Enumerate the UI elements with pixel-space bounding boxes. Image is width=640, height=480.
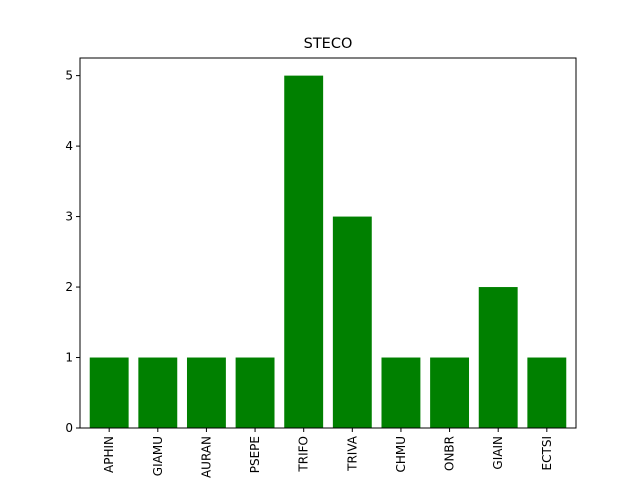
x-tick-label: APHIN xyxy=(102,436,116,473)
y-tick-label: 4 xyxy=(65,139,73,153)
x-tick-label: GIAMU xyxy=(151,436,165,476)
y-tick-label: 2 xyxy=(65,280,73,294)
y-axis: 0 1 2 3 4 5 xyxy=(65,69,80,435)
bar xyxy=(138,357,178,428)
x-tick-label: ONBR xyxy=(443,436,457,471)
bar xyxy=(478,287,518,428)
x-tick-label: GIAIN xyxy=(491,436,505,470)
x-tick-label: TRIVA xyxy=(345,435,359,472)
bar xyxy=(381,357,421,428)
y-tick-label: 0 xyxy=(65,421,73,435)
bar xyxy=(527,357,567,428)
x-axis: APHIN GIAMU AURAN PSEPE TRIFO TRIVA CHMU ONBR GI… xyxy=(102,428,554,478)
y-tick-label: 3 xyxy=(65,210,73,224)
x-tick-label: TRIFO xyxy=(297,436,311,473)
bar xyxy=(284,75,324,429)
bars-group xyxy=(89,75,567,429)
bar xyxy=(186,357,226,428)
x-tick-label: ECTSI xyxy=(540,436,554,470)
y-tick-label: 5 xyxy=(65,69,73,83)
x-tick-label: AURAN xyxy=(199,436,213,478)
y-tick-label: 1 xyxy=(65,351,73,365)
bar xyxy=(235,357,275,428)
bar xyxy=(332,216,372,428)
x-tick-label: CHMU xyxy=(394,436,408,473)
bar xyxy=(89,357,129,428)
axes-frame xyxy=(79,57,577,429)
bar xyxy=(430,357,470,428)
x-tick-label: PSEPE xyxy=(248,436,262,473)
chart-title: STECO xyxy=(304,36,353,52)
